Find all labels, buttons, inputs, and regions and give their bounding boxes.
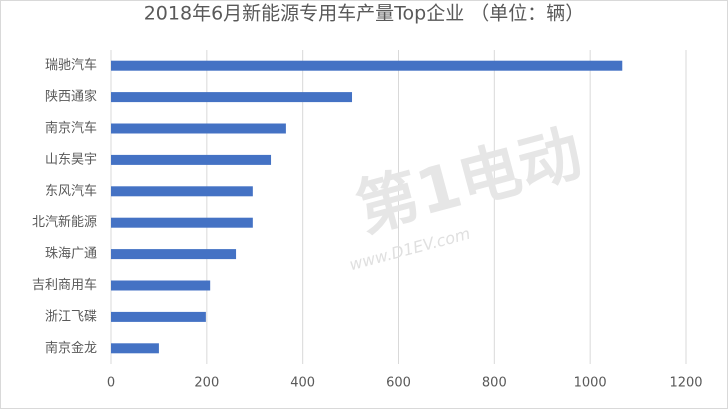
y-tick-label: 山东昊宇 [45, 152, 97, 167]
bar [111, 154, 272, 165]
bar [111, 311, 206, 322]
y-tick-label: 浙江飞碟 [45, 309, 97, 324]
x-tick-label: 600 [386, 376, 411, 391]
x-tick-label: 800 [482, 376, 507, 391]
y-tick-label: 东风汽车 [45, 183, 97, 199]
y-tick-label: 吉利商用车 [32, 277, 97, 293]
y-tick-label: 南京金龙 [45, 340, 97, 356]
bar [111, 92, 353, 103]
x-tick-label: 0 [107, 376, 115, 391]
y-tick-label: 南京汽车 [45, 120, 97, 136]
x-tick-label: 1200 [669, 376, 702, 391]
bar [111, 249, 237, 260]
bar [111, 186, 253, 197]
y-tick-label: 北汽新能源 [32, 214, 97, 230]
bar [111, 280, 211, 291]
bar [111, 217, 253, 228]
x-tick-label: 400 [290, 376, 315, 391]
bar [111, 123, 286, 134]
y-tick-label: 陕西通家 [45, 89, 97, 105]
y-tick-label: 珠海广通 [45, 247, 97, 262]
chart-title: 2018年6月新能源专用车产量Top企业 （单位：辆） [144, 3, 585, 25]
x-tick-label: 200 [194, 376, 219, 391]
bar [111, 60, 623, 71]
y-tick-label: 瑞驰汽车 [45, 57, 97, 73]
x-tick-label: 1000 [574, 376, 607, 391]
bar [111, 343, 159, 354]
